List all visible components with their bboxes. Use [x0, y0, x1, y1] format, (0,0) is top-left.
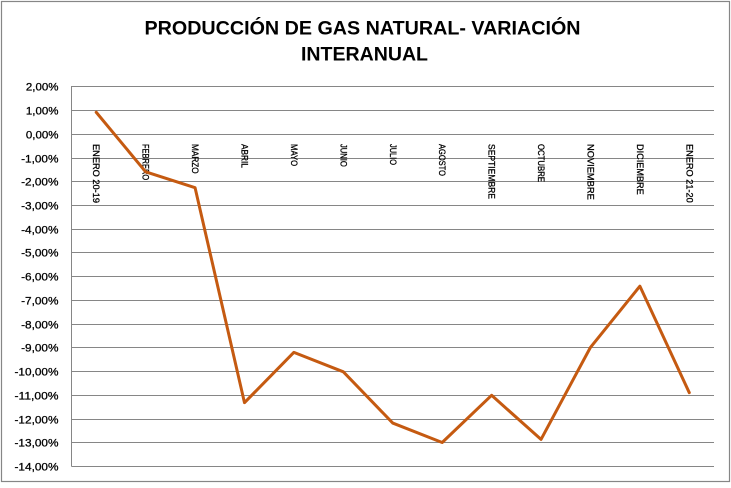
svg-text:0,00%: 0,00%: [26, 129, 59, 141]
svg-text:-5,00%: -5,00%: [21, 247, 59, 259]
svg-text:-2,00%: -2,00%: [21, 176, 59, 188]
svg-text:JUNIO: JUNIO: [338, 144, 348, 167]
svg-text:-11,00%: -11,00%: [15, 390, 59, 402]
svg-text:JULIO: JULIO: [388, 144, 398, 165]
svg-text:-13,00%: -13,00%: [15, 437, 59, 449]
svg-text:NOVIEMBRE: NOVIEMBRE: [585, 144, 595, 200]
svg-text:-9,00%: -9,00%: [21, 342, 59, 354]
svg-text:2,00%: 2,00%: [26, 81, 59, 93]
svg-text:ENERO 20-19: ENERO 20-19: [91, 144, 101, 203]
svg-text:-7,00%: -7,00%: [21, 295, 59, 307]
svg-text:DICIEMBRE: DICIEMBRE: [635, 144, 645, 195]
svg-text:SEPTIEMBRE: SEPTIEMBRE: [487, 144, 497, 199]
svg-text:-1,00%: -1,00%: [21, 153, 59, 165]
svg-text:1,00%: 1,00%: [26, 105, 59, 117]
svg-text:-14,00%: -14,00%: [15, 461, 59, 473]
svg-text:ABRIL: ABRIL: [239, 144, 249, 168]
svg-text:-3,00%: -3,00%: [21, 200, 59, 212]
svg-text:OCTUBRE: OCTUBRE: [536, 144, 546, 182]
svg-text:PRODUCCIÓN DE GAS NATURAL- VAR: PRODUCCIÓN DE GAS NATURAL- VARIACIÓN: [145, 18, 581, 40]
svg-text:AGOSTO: AGOSTO: [437, 144, 447, 176]
svg-text:MARZO: MARZO: [190, 144, 200, 174]
svg-text:FEBRERO: FEBRERO: [141, 144, 151, 180]
svg-text:-4,00%: -4,00%: [21, 224, 59, 236]
svg-text:MAYO: MAYO: [289, 144, 299, 166]
svg-text:-8,00%: -8,00%: [21, 319, 59, 331]
svg-text:-12,00%: -12,00%: [15, 414, 59, 426]
svg-text:INTERANUAL: INTERANUAL: [301, 45, 428, 66]
svg-text:-6,00%: -6,00%: [21, 271, 59, 283]
svg-text:ENERO 21-20: ENERO 21-20: [684, 144, 694, 203]
svg-text:-10,00%: -10,00%: [15, 366, 59, 378]
